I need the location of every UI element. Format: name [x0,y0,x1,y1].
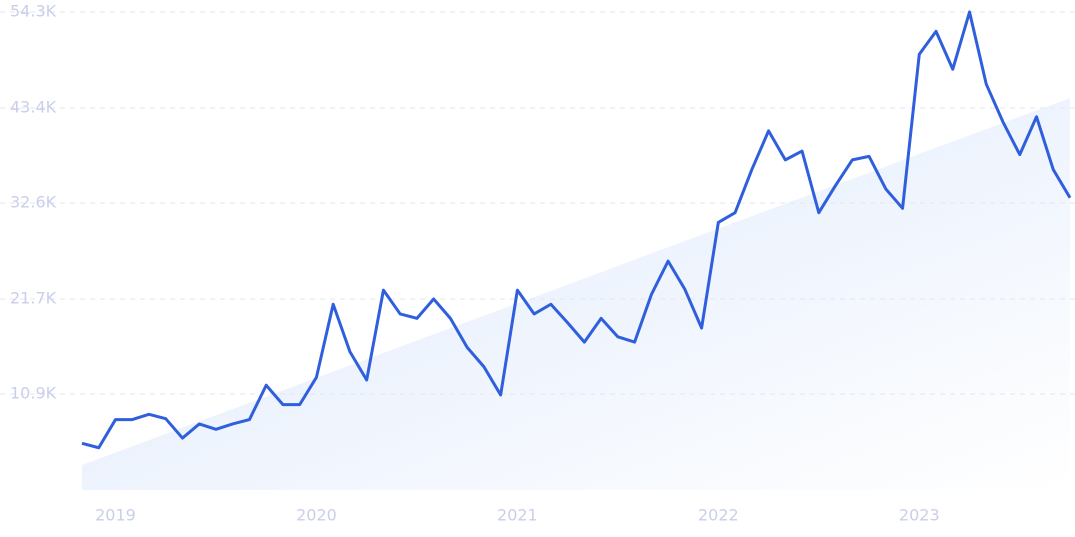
x-tick-label: 2023 [899,506,940,525]
line-series [81,10,1072,450]
y-tick-label: 54.3K [10,2,57,21]
x-tick-label: 2020 [296,506,337,525]
y-tick-label: 43.4K [10,97,57,116]
trend-area [82,98,1070,490]
x-tick-label: 2021 [497,506,538,525]
y-tick-label: 32.6K [10,193,57,212]
y-tick-label: 10.9K [10,384,57,403]
x-tick-label: 2019 [95,506,136,525]
y-tick-label: 21.7K [10,288,57,307]
x-tick-label: 2022 [698,506,739,525]
